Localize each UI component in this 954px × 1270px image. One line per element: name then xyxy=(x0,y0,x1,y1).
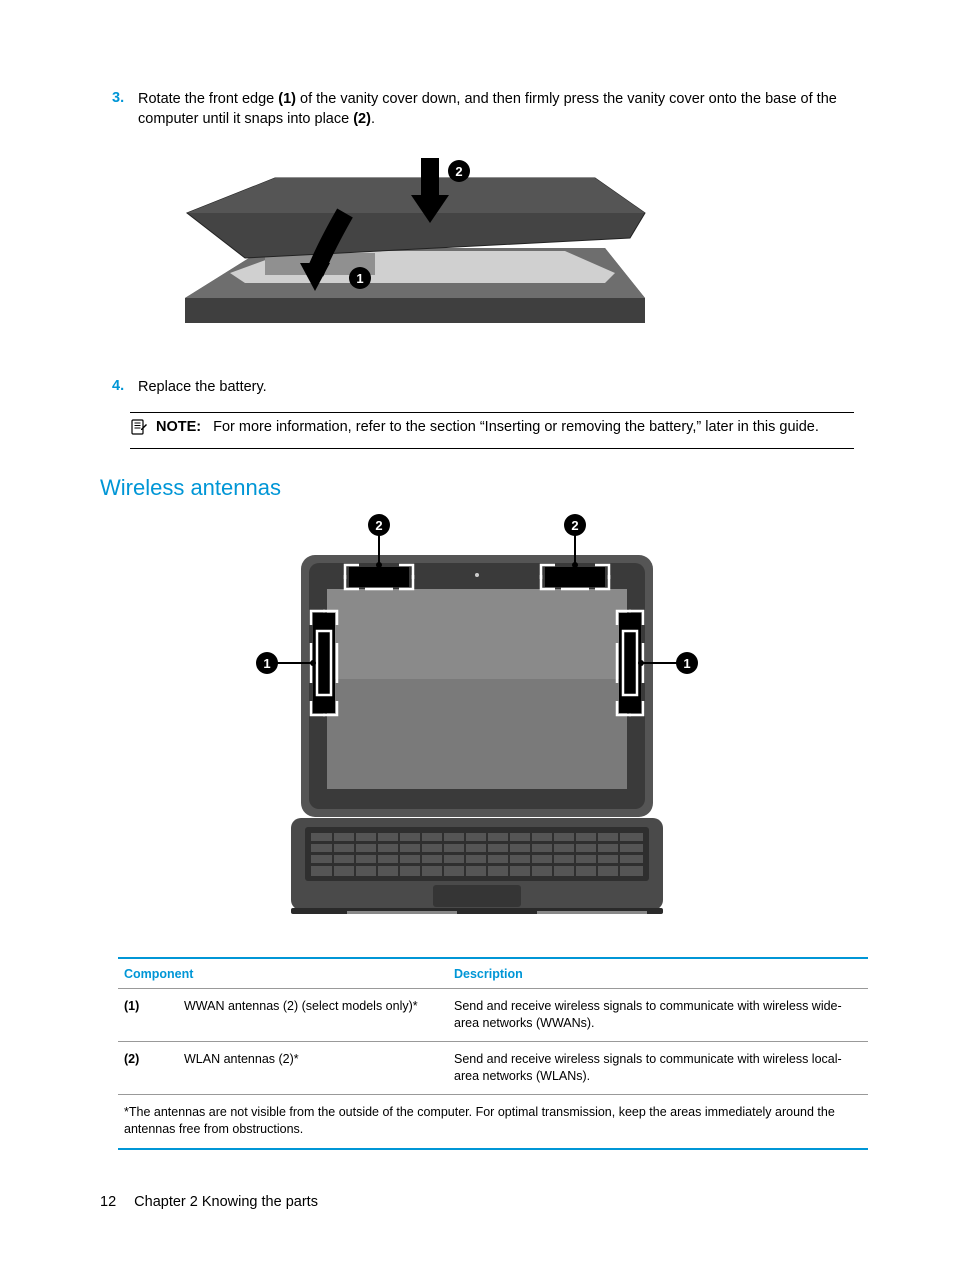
step-4: 4. Replace the battery. xyxy=(100,378,854,398)
svg-text:1: 1 xyxy=(263,656,270,671)
step-number: 3. xyxy=(100,90,138,129)
components-table: Component Description (1) WWAN antennas … xyxy=(118,957,868,1149)
section-heading: Wireless antennas xyxy=(100,475,854,501)
svg-text:2: 2 xyxy=(571,518,578,533)
col-component: Component xyxy=(118,958,448,989)
row-name: WLAN antennas (2)* xyxy=(178,1042,448,1095)
note-text: NOTE:For more information, refer to the … xyxy=(156,418,819,444)
note-icon xyxy=(130,418,156,444)
table-row: (2) WLAN antennas (2)* Send and receive … xyxy=(118,1042,868,1095)
page-number: 12 xyxy=(100,1194,116,1210)
figure-vanity-cover: 1 2 xyxy=(175,153,655,353)
svg-text:1: 1 xyxy=(356,271,363,286)
svg-text:2: 2 xyxy=(375,518,382,533)
svg-text:1: 1 xyxy=(683,656,690,671)
svg-text:2: 2 xyxy=(455,164,462,179)
step-3: 3. Rotate the front edge (1) of the vani… xyxy=(100,90,854,129)
table-row: (1) WWAN antennas (2) (select models onl… xyxy=(118,989,868,1042)
row-desc: Send and receive wireless signals to com… xyxy=(448,1042,868,1095)
table-footnote: *The antennas are not visible from the o… xyxy=(118,1094,868,1148)
row-index: (1) xyxy=(118,989,178,1042)
row-name: WWAN antennas (2) (select models only)* xyxy=(178,989,448,1042)
step-number: 4. xyxy=(100,378,138,398)
row-index: (2) xyxy=(118,1042,178,1095)
row-desc: Send and receive wireless signals to com… xyxy=(448,989,868,1042)
chapter-label: Chapter 2 Knowing the parts xyxy=(134,1194,318,1210)
step-text: Replace the battery. xyxy=(138,378,267,398)
note-label: NOTE: xyxy=(156,419,201,435)
col-description: Description xyxy=(448,958,868,989)
page-footer: 12 Chapter 2 Knowing the parts xyxy=(100,1194,318,1210)
step-text: Rotate the front edge (1) of the vanity … xyxy=(138,90,854,129)
note-block: NOTE:For more information, refer to the … xyxy=(130,412,854,450)
figure-wireless-antennas: 2 2 1 1 xyxy=(237,513,717,933)
